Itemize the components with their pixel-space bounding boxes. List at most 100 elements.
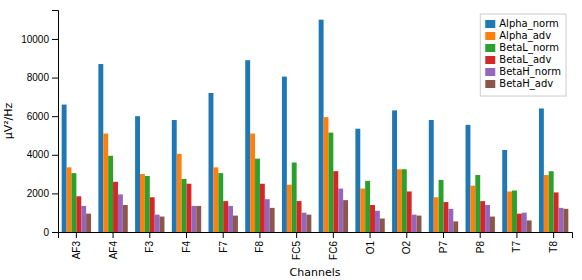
bar (370, 205, 375, 232)
bar (559, 208, 564, 232)
y-tick-label: 0 (43, 227, 49, 238)
legend-swatch (485, 44, 495, 52)
bar-series (76, 171, 558, 232)
bar (98, 64, 103, 232)
bar (407, 191, 412, 232)
y-tick-mark (52, 78, 58, 79)
bar (245, 60, 250, 232)
x-tick-mark (406, 232, 407, 238)
bar (512, 190, 517, 232)
bar (549, 171, 554, 232)
bar (250, 134, 255, 232)
bar (470, 186, 475, 232)
y-axis-title: μV²/Hz (2, 102, 15, 139)
bar (113, 182, 118, 232)
x-tick: AF3 (71, 232, 82, 259)
x-tick-label: F4 (181, 241, 192, 253)
x-tick-mark (516, 232, 517, 238)
bar (140, 174, 145, 232)
x-tick: FC6 (328, 232, 339, 260)
bar (439, 180, 444, 232)
legend-label: BetaH_norm (499, 66, 561, 78)
bar (475, 175, 480, 232)
legend-box (480, 14, 566, 96)
legend-item: Alpha_adv (485, 30, 551, 42)
bar (466, 125, 471, 232)
bar (182, 179, 187, 232)
x-tick-label: F8 (254, 241, 265, 253)
bar (544, 175, 549, 232)
bar (402, 169, 407, 232)
legend-item: BetaL_adv (485, 54, 551, 66)
legend-item: BetaL_norm (485, 42, 559, 54)
x-tick-mark (149, 232, 150, 238)
bar (333, 171, 338, 232)
bar (490, 217, 495, 232)
bar (397, 169, 402, 232)
y-tick-mark (52, 155, 58, 156)
bar (187, 184, 192, 232)
x-axis: AF3AF4F3F4F7F8FC5FC6O1O2P7P8T7T8 (59, 232, 573, 260)
bar (135, 116, 140, 232)
x-axis-line (59, 233, 573, 239)
y-tick: 8000 (27, 72, 58, 83)
y-tick: 6000 (27, 111, 58, 122)
bar (62, 105, 67, 232)
legend: Alpha_normAlpha_advBetaL_normBetaL_advBe… (480, 14, 566, 96)
x-tick-label: F7 (218, 241, 229, 253)
y-tick-label: 8000 (27, 72, 50, 83)
bar-series (81, 189, 563, 232)
bar (343, 200, 348, 232)
bar-series (71, 133, 553, 232)
plot: AF3AF4F3F4F7F8FC5FC6O1O2P7P8T7T802000400… (2, 11, 573, 280)
bar (292, 163, 297, 232)
x-axis-title: Channels (290, 266, 341, 279)
bar (527, 220, 532, 232)
bar (380, 218, 385, 232)
bar-series (67, 117, 549, 232)
x-tick: FC5 (291, 232, 302, 260)
bar (191, 206, 196, 232)
bar (306, 215, 311, 232)
legend-label: BetaH_adv (499, 78, 553, 90)
bar (260, 184, 265, 232)
x-tick-label: AF3 (71, 241, 82, 260)
bar (145, 176, 150, 232)
x-tick-mark (370, 232, 371, 238)
bar (265, 199, 270, 232)
legend-swatch (485, 80, 495, 88)
legend-swatch (485, 68, 495, 76)
bar (103, 134, 108, 232)
y-tick-label: 4000 (27, 149, 50, 160)
bar (71, 173, 76, 232)
y-tick-mark (52, 193, 58, 194)
bar (209, 93, 214, 232)
x-tick-mark (113, 232, 114, 238)
legend-label: Alpha_norm (499, 18, 559, 30)
bar (517, 214, 522, 232)
bar (444, 202, 449, 232)
bar (539, 108, 544, 232)
x-tick-mark (553, 232, 554, 238)
x-tick: F3 (144, 232, 155, 253)
x-tick: T8 (548, 232, 559, 253)
bar (328, 133, 333, 232)
bar (123, 205, 128, 232)
bar (392, 110, 397, 232)
bar (67, 167, 72, 232)
bar (150, 197, 155, 232)
bar (485, 205, 490, 232)
x-tick: AF4 (108, 232, 119, 259)
x-tick-label: O1 (365, 241, 376, 255)
x-tick: F8 (254, 232, 265, 253)
bar (412, 215, 417, 232)
bar (160, 217, 165, 232)
x-tick-mark (443, 232, 444, 238)
bar (417, 216, 422, 232)
x-tick-mark (223, 232, 224, 238)
bar (448, 209, 453, 232)
bar (554, 192, 559, 232)
bar (233, 216, 238, 232)
y-tick-label: 2000 (27, 188, 50, 199)
legend-swatch (485, 56, 495, 64)
